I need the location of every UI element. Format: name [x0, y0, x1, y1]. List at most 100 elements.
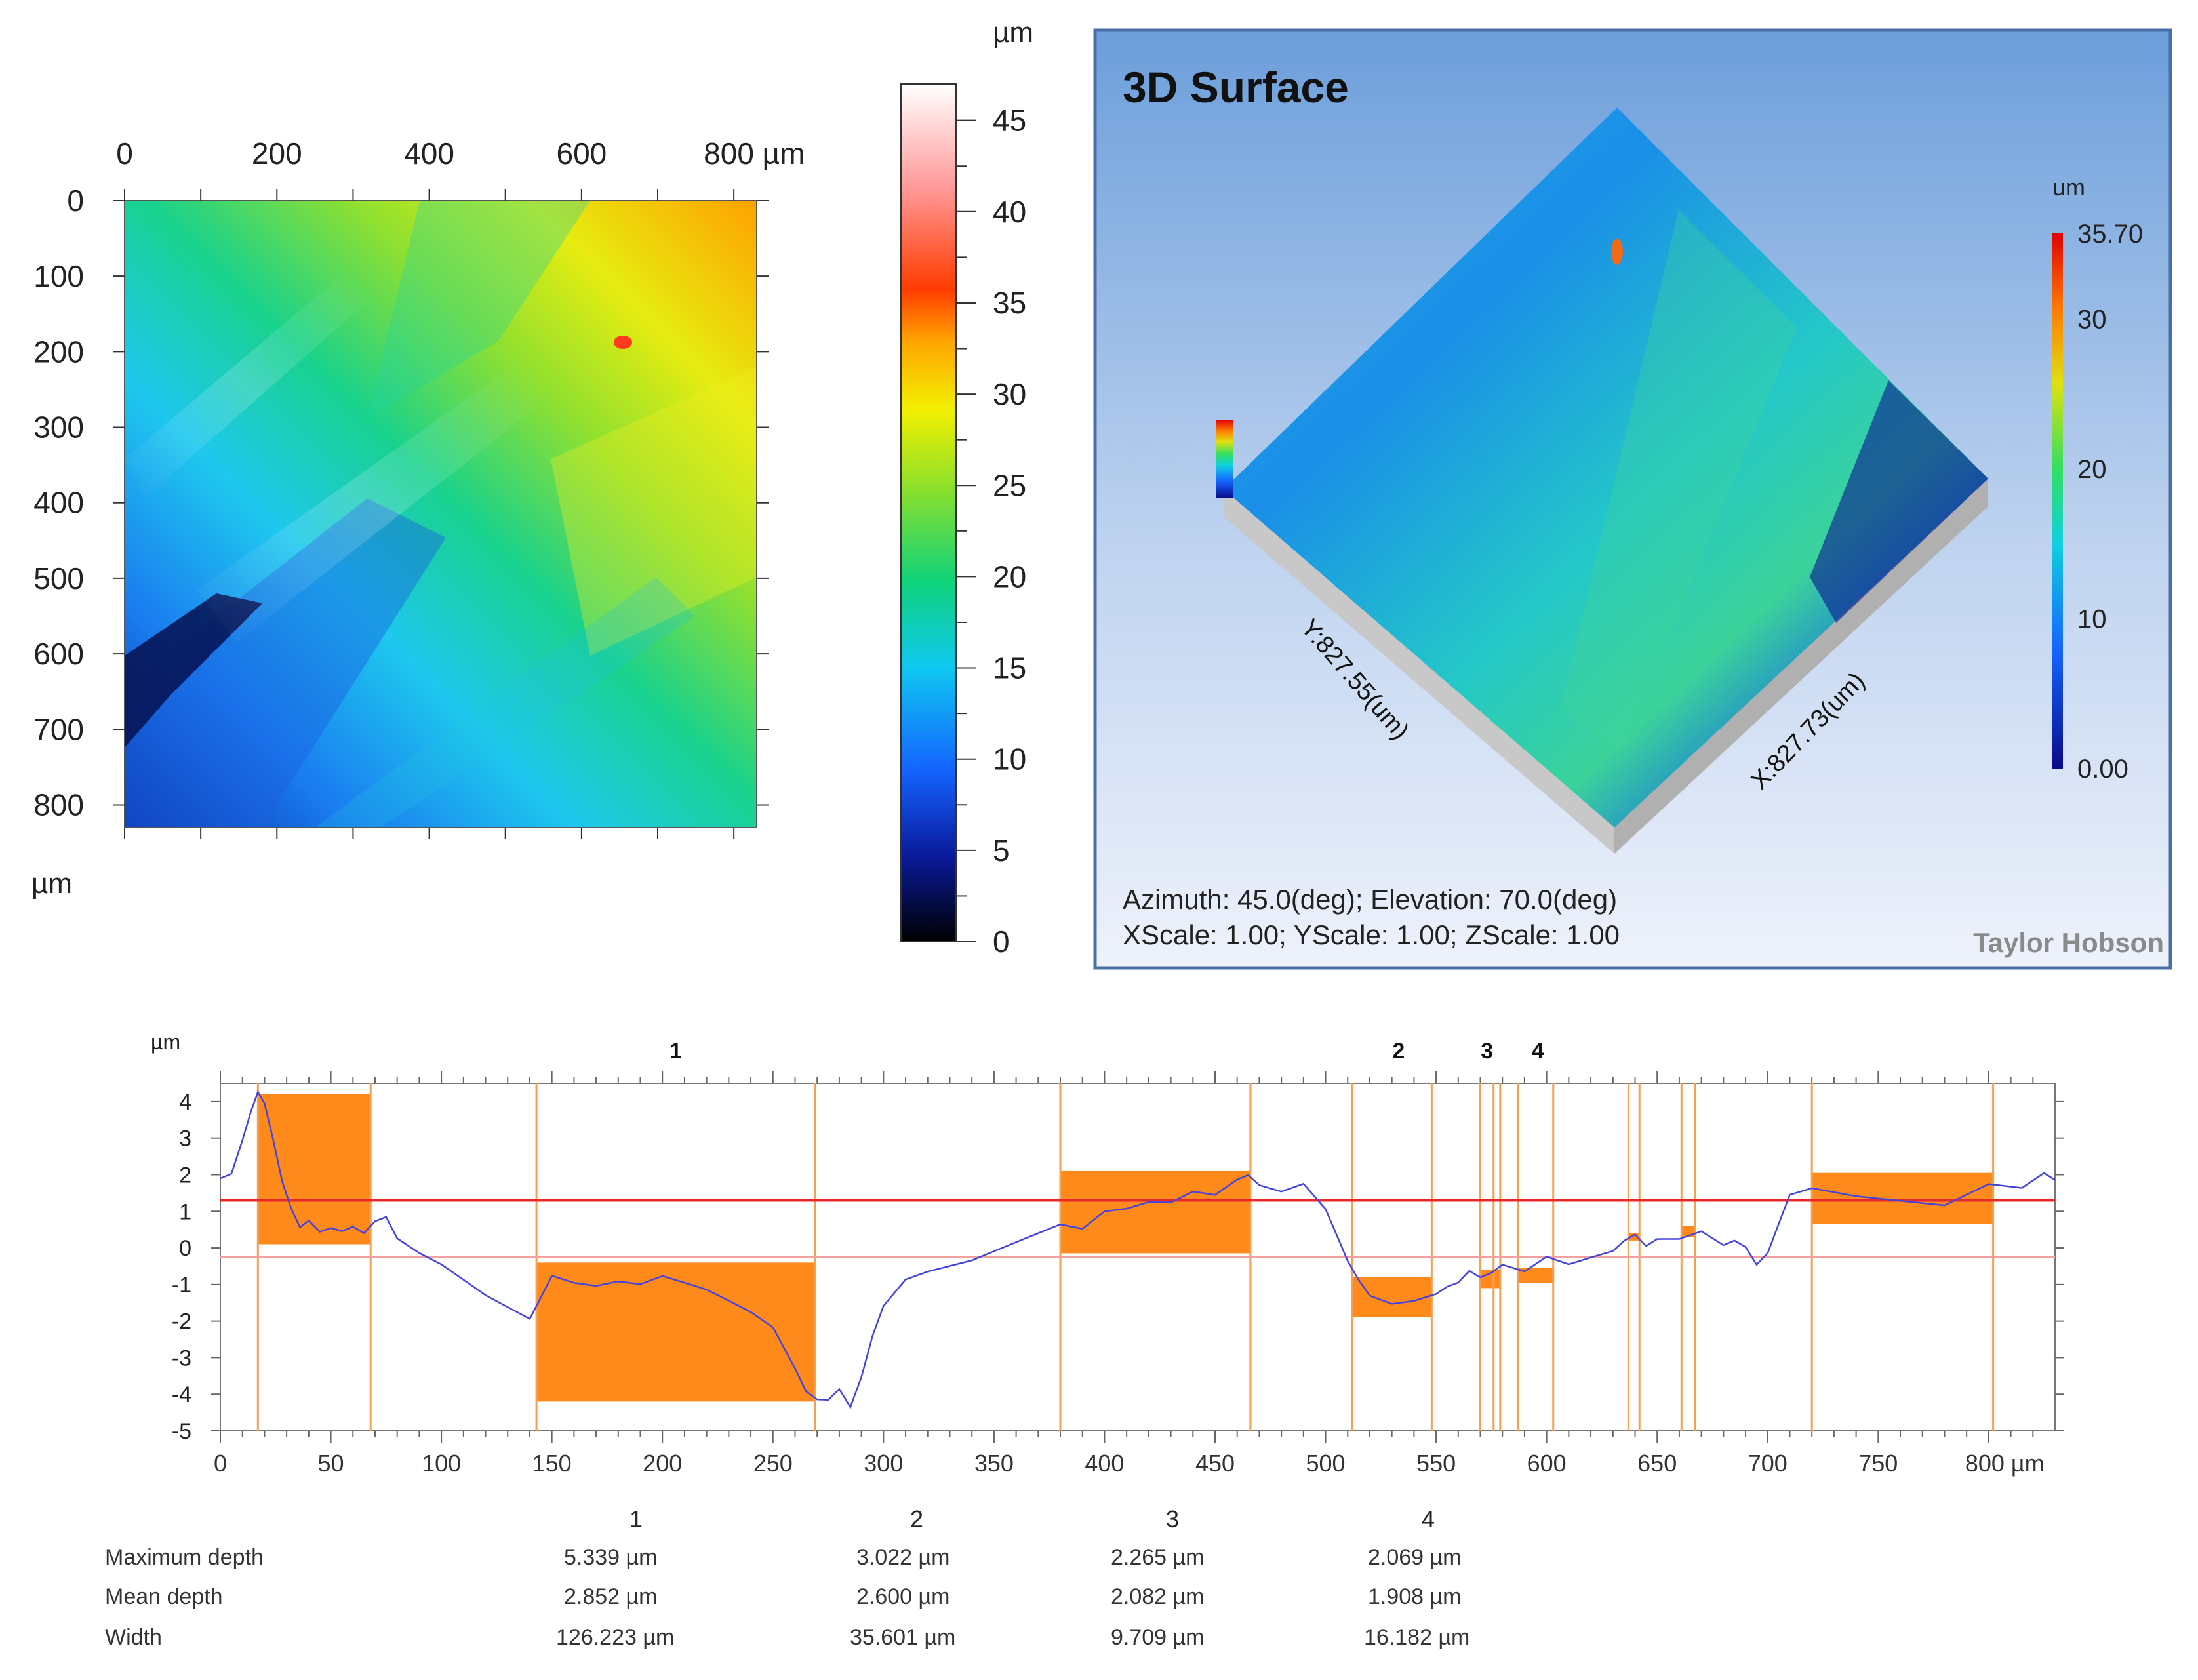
- map-y-tick-label: 0: [67, 184, 84, 218]
- segment-marker-label: 3: [1481, 1039, 1493, 1064]
- profile-x-tick-label: 250: [753, 1450, 793, 1477]
- results-cell: 2.069 µm: [1368, 1545, 1462, 1570]
- surface-3d-mini-legend: [1216, 420, 1233, 498]
- results-cell: 16.182 µm: [1364, 1625, 1470, 1650]
- surface-3d-top: [1224, 108, 1988, 828]
- map-x-tick-label: 800 µm: [704, 136, 805, 170]
- profile-y-tick-label: -2: [172, 1310, 191, 1334]
- surface-3d-panel: 3D Surface Y:827.55(um) X:827.73(um) 0.0…: [1093, 28, 2172, 970]
- colorbar-2d-tick-label: 40: [993, 195, 1026, 229]
- results-cell: 5.339 µm: [564, 1545, 658, 1570]
- map-x-tick-label: 400: [404, 136, 454, 170]
- profile-chart: 0 50 100 150 200 250 300 350 400 450 500 550 600 650 7…: [151, 1030, 2064, 1477]
- map-y-tick-label: 400: [33, 486, 84, 520]
- colorbar-2d-tick-label: 30: [993, 377, 1026, 411]
- profile-y-unit: µm: [151, 1030, 180, 1054]
- surface-3d-valley: [1810, 380, 1988, 623]
- profile-x-tick-label: 450: [1195, 1450, 1235, 1477]
- profile-x-tick-label: 800 µm: [1965, 1450, 2045, 1477]
- colorbar-2d-tick-label: 15: [993, 651, 1026, 685]
- heatmap-ticks: [113, 189, 769, 839]
- map-y-tick-label: 500: [33, 561, 84, 595]
- heatmap-image: [125, 201, 757, 828]
- heatmap-y-unit: µm: [31, 868, 72, 900]
- results-row-mean-depth: Mean depth 2.852 µm 2.600 µm 2.082 µm 1.…: [0, 1584, 2198, 1624]
- profile-y-tick-label: 0: [179, 1236, 191, 1261]
- results-col-1: 1: [629, 1506, 643, 1532]
- results-row-width: Width 126.223 µm 35.601 µm 9.709 µm 16.1…: [0, 1625, 2198, 1664]
- heatmap-y-tick-labels: 0 100 200 300 400 500 600 700 800: [33, 184, 84, 822]
- depth-rect: [1060, 1170, 1250, 1254]
- colorbar-2d-gradient: [900, 83, 957, 942]
- profile-x-tick-label: 50: [318, 1450, 344, 1477]
- profile-y-tick-label: -1: [172, 1273, 191, 1298]
- colorbar-2d-tick-label: 35: [993, 286, 1026, 320]
- map-y-tick-label: 300: [33, 410, 84, 445]
- results-cell: 126.223 µm: [556, 1625, 675, 1650]
- map-x-tick-label: 600: [556, 136, 607, 170]
- profile-x-tick-label: 550: [1416, 1450, 1456, 1477]
- colorbar-2d: 0 5 10 15 20 25 30 35 40 45 µm: [900, 16, 1033, 959]
- depth-rect: [1351, 1277, 1432, 1318]
- results-table-header: 1 2 3 4: [0, 1506, 2198, 1545]
- heatmap-texture: [125, 201, 757, 828]
- profile-x-tick-label: 700: [1748, 1450, 1788, 1477]
- segment-marker-label: 4: [1532, 1039, 1544, 1064]
- results-cell: 2.082 µm: [1111, 1584, 1205, 1609]
- colorbar-2d-tick-label: 25: [993, 468, 1026, 502]
- profile-x-tick-label: 150: [532, 1450, 572, 1477]
- results-row-label: Width: [105, 1625, 162, 1650]
- segment-marker-label: 2: [1392, 1039, 1405, 1064]
- profile-x-tick-label: 500: [1306, 1450, 1346, 1477]
- colorbar-3d-gradient: [2052, 233, 2063, 769]
- colorbar-3d-tick-label: 30: [2077, 305, 2107, 334]
- surface-3d-brand: Taylor Hobson: [1973, 927, 2164, 958]
- heatmap-2d: 0 200 400 600 800 µm 0 100 200 300 400 500 600 700 8…: [31, 136, 805, 900]
- heatmap-x-tick-labels: 0 200 400 600 800 µm: [116, 136, 805, 170]
- profile-x-tick-label: 750: [1858, 1450, 1898, 1477]
- profile-y-tick-labels: -5 -4 -3 -2 -1 0 1 2 3 4: [172, 1090, 191, 1444]
- profile-y-tick-label: 3: [179, 1127, 191, 1151]
- profile-y-tick-label: 2: [179, 1163, 191, 1188]
- map-y-tick-label: 600: [33, 637, 84, 671]
- colorbar-3d-unit: um: [2052, 174, 2085, 201]
- depth-rect: [536, 1262, 815, 1402]
- results-cell: 35.601 µm: [850, 1625, 956, 1650]
- depth-rect: [258, 1094, 371, 1245]
- profile-y-tick-label: -3: [172, 1346, 191, 1370]
- colorbar-2d-unit: µm: [993, 16, 1033, 49]
- results-cell: 2.600 µm: [856, 1584, 950, 1609]
- segment-marker-labels: 1 2 3 4: [669, 1039, 1544, 1064]
- results-col-4: 4: [1422, 1506, 1435, 1532]
- results-col-2: 2: [910, 1506, 924, 1532]
- results-row-label: Mean depth: [105, 1584, 223, 1609]
- depth-rectangles: [258, 1094, 1993, 1402]
- profile-x-tick-label: 200: [643, 1450, 682, 1477]
- colorbar-3d-tick-label: 0.00: [2077, 755, 2128, 784]
- results-row-max-depth: Maximum depth 5.339 µm 3.022 µm 2.265 µm…: [0, 1545, 2198, 1584]
- surface-3d-view-info: Azimuth: 45.0(deg); Elevation: 70.0(deg): [1123, 884, 1617, 915]
- surface-3d-peak: [1611, 239, 1623, 265]
- map-y-tick-label: 700: [33, 712, 84, 746]
- profile-y-tick-label: -5: [172, 1419, 191, 1444]
- results-col-3: 3: [1166, 1506, 1180, 1532]
- surface-3d-side-right: [1614, 479, 1988, 854]
- profile-x-tick-label: 300: [864, 1450, 903, 1477]
- profile-x-tick-label: 650: [1637, 1450, 1677, 1477]
- surface-3d-side-left: [1224, 489, 1614, 854]
- depth-rect: [1628, 1233, 1640, 1241]
- profile-ticks: [211, 1071, 2064, 1443]
- profile-x-tick-label: 400: [1085, 1450, 1124, 1477]
- results-cell: 2.265 µm: [1111, 1545, 1205, 1570]
- reference-lines: [220, 1199, 2055, 1258]
- surface-3d-band: [1561, 210, 1797, 754]
- profile-x-tick-label: 100: [422, 1450, 461, 1477]
- profile-x-tick-labels: 0 50 100 150 200 250 300 350 400 450 500 550 600 650 7…: [214, 1450, 2045, 1477]
- profile-x-tick-label: 0: [214, 1450, 227, 1477]
- colorbar-2d-tick-label: 10: [993, 742, 1026, 776]
- surface-3d-scale-info: XScale: 1.00; YScale: 1.00; ZScale: 1.00: [1123, 919, 1620, 950]
- map-y-tick-label: 200: [33, 334, 84, 369]
- colorbar-2d-tick-labels: 0 5 10 15 20 25 30 35 40 45: [993, 104, 1026, 959]
